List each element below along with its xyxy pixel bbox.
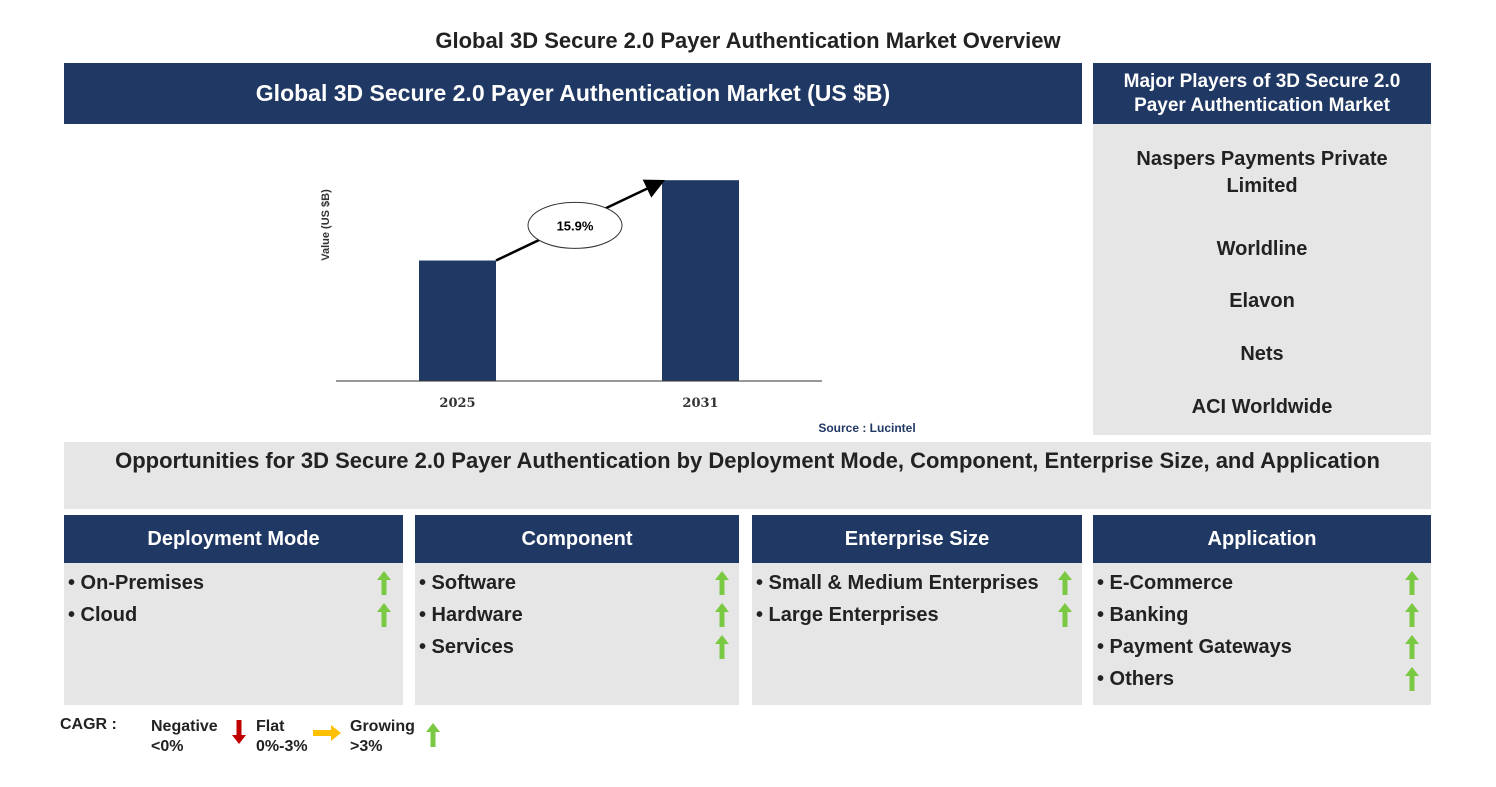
x-tick-label: 2025 <box>439 396 475 411</box>
trend-arrow <box>1405 635 1419 659</box>
trend-arrow <box>1058 603 1072 627</box>
arrow-shape <box>313 725 341 741</box>
segment-item-text: • Small & Medium Enterprises <box>756 572 1039 594</box>
segment-body: • On-Premises • Cloud <box>64 563 403 705</box>
segment-item: • Large Enterprises <box>752 599 1082 631</box>
legend-label: CAGR : <box>60 716 117 733</box>
page-title: Global 3D Secure 2.0 Payer Authenticatio… <box>435 28 1061 53</box>
chart-panel-title: Global 3D Secure 2.0 Payer Authenticatio… <box>64 63 1082 124</box>
opportunities-title: Opportunities for 3D Secure 2.0 Payer Au… <box>64 442 1431 509</box>
segment-item-text: • Services <box>419 636 514 658</box>
segment-item: • On-Premises <box>64 567 403 599</box>
trend-arrow <box>1058 571 1072 595</box>
arrow-shape <box>715 603 729 627</box>
trend-arrow <box>1405 603 1419 627</box>
legend-name: Growing <box>350 718 415 735</box>
segment-item: • E-Commerce <box>1093 567 1431 599</box>
cagr-label: 15.9% <box>557 218 594 233</box>
segment-title: Application <box>1093 515 1431 563</box>
segment-item: • Payment Gateways <box>1093 631 1431 663</box>
segment-item: • Hardware <box>415 599 739 631</box>
arrow-shape <box>715 571 729 595</box>
x-tick-label: 2031 <box>682 396 718 411</box>
bar <box>662 180 739 381</box>
segment-body: • E-Commerce • Banking • Payment Gateways •… <box>1093 563 1431 705</box>
segment-body: • Software • Hardware • Services <box>415 563 739 705</box>
segment-item-text: • Software <box>419 572 517 594</box>
y-axis-label: Value (US $B) <box>320 189 332 261</box>
trend-arrow <box>1405 667 1419 691</box>
segment-item-text: • On-Premises <box>68 572 204 594</box>
segment-item-text: • E-Commerce <box>1097 572 1233 594</box>
arrow-shape <box>1058 571 1072 595</box>
arrow-shape <box>377 603 391 627</box>
arrow-shape <box>1405 635 1419 659</box>
segment-item-text: • Hardware <box>419 604 523 626</box>
trend-arrow <box>715 603 729 627</box>
trend-arrow <box>232 720 246 744</box>
segment-item: • Banking <box>1093 599 1431 631</box>
player-name: ACI Worldwide <box>1191 396 1333 418</box>
arrow-shape <box>1058 603 1072 627</box>
segment-item: • Software <box>415 567 739 599</box>
segment-item-text: • Others <box>1097 668 1175 690</box>
player-name: Worldline <box>1216 238 1308 260</box>
trend-arrow <box>1405 571 1419 595</box>
segment-item: • Services <box>415 631 739 663</box>
arrow-shape <box>232 720 246 744</box>
player-name: Elavon <box>1229 290 1295 312</box>
segment-item-text: • Banking <box>1097 604 1189 626</box>
segment-item: • Cloud <box>64 599 403 631</box>
arrow-shape <box>377 571 391 595</box>
segment-body: • Small & Medium Enterprises • Large Ente… <box>752 563 1082 705</box>
segment-item-text: • Large Enterprises <box>756 604 939 626</box>
player-name: Naspers Payments Private Limited <box>1136 148 1388 197</box>
cagr-bubble <box>527 201 623 249</box>
players-title: Major Players of 3D Secure 2.0 Payer Aut… <box>1093 63 1431 124</box>
legend-range: 0%-3% <box>256 738 308 755</box>
segment-item: • Small & Medium Enterprises <box>752 567 1082 599</box>
segment-title: Enterprise Size <box>752 515 1082 563</box>
arrow-shape <box>1405 603 1419 627</box>
source: Source : Lucintel <box>818 421 915 435</box>
trend-arrow <box>426 723 440 747</box>
players-panel: Naspers Payments Private Limited Worldlin… <box>1093 124 1431 435</box>
arrow-shape <box>1405 667 1419 691</box>
trend-arrow <box>715 571 729 595</box>
segment-item-text: • Cloud <box>68 604 138 626</box>
legend-range: >3% <box>350 738 383 755</box>
segment-item-text: • Payment Gateways <box>1097 636 1292 658</box>
trend-arrow <box>715 635 729 659</box>
trend-arrow <box>377 603 391 627</box>
segment-title: Deployment Mode <box>64 515 403 563</box>
arrow-shape <box>1405 571 1419 595</box>
trend-arrow <box>313 725 341 741</box>
segment-item: • Others <box>1093 663 1431 695</box>
legend-range: <0% <box>151 738 184 755</box>
bar <box>419 260 496 381</box>
trend-arrow <box>377 571 391 595</box>
legend-name: Flat <box>256 718 285 735</box>
legend-name: Negative <box>151 718 218 735</box>
chart: 2025 2031 Value (US $B) 15.9% Source : Lucin… <box>320 179 916 435</box>
arrow-shape <box>715 635 729 659</box>
arrow-shape <box>426 723 440 747</box>
player-name: Nets <box>1240 343 1284 365</box>
segment-title: Component <box>415 515 739 563</box>
